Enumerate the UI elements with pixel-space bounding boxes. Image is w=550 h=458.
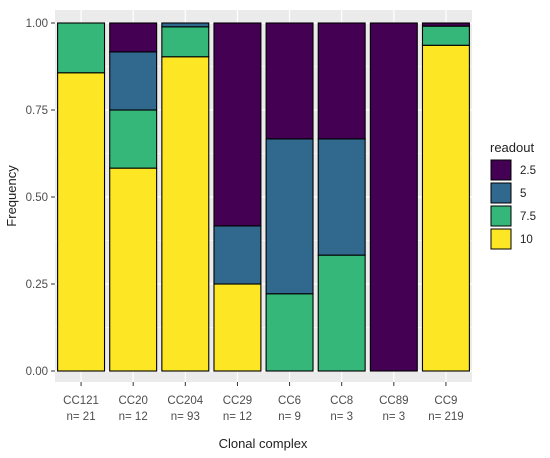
bar-segment-CC204-10 [161,56,210,372]
bar-segment-CC20-2.5 [109,22,158,53]
bar-segment-CC121-7.5 [57,22,106,74]
x-tick-count-label: n= 12 [223,411,252,423]
y-tick-label: 1.00 [26,18,48,30]
bar-segment-CC6-5 [265,138,314,295]
x-tick-count-label: n= 21 [67,411,96,423]
bar-segment-CC6-2.5 [265,22,314,140]
bar-segment-CC20-7.5 [109,109,158,169]
bar-segment-CC8-5 [317,138,366,256]
bar-segment-CC29-10 [213,283,262,372]
bar-segment-CC29-2.5 [213,22,262,227]
x-tick-label: CC29 [223,395,252,407]
x-tick-count-label: n= 12 [119,411,148,423]
bar-segment-CC9-10 [421,44,470,372]
legend-label-10: 10 [520,234,533,246]
x-tick-count-label: n= 9 [278,411,301,423]
bar-segment-CC8-7.5 [317,254,366,372]
x-tick-label: CC121 [63,395,99,407]
y-axis: 0.00 0.25 0.50 0.75 1.00 [26,18,55,378]
x-tick-label: CC20 [118,395,147,407]
bar-segment-CC89-2.5 [369,22,418,372]
y-tick-label: 0.00 [26,366,48,378]
bar-segment-CC8-2.5 [317,22,366,140]
legend-key-10 [490,228,512,250]
y-tick-label: 0.25 [26,279,48,291]
legend-label-5: 5 [520,188,526,200]
x-tick-label: CC89 [379,395,408,407]
bar-segment-CC204-7.5 [161,26,210,58]
x-tick-label: CC6 [278,395,301,407]
legend-title: readout [490,140,534,155]
bar-segment-CC29-5 [213,225,262,285]
bar-segment-CC6-7.5 [265,293,314,372]
bar-segment-CC20-5 [109,51,158,111]
legend-label-7.5: 7.5 [520,211,536,223]
bars [57,22,470,372]
x-tick-count-label: n= 219 [428,411,464,423]
x-tick-count-label: n= 93 [171,411,200,423]
x-tick-label: CC9 [434,395,457,407]
legend: readout 2.5 5 7.5 10 [490,140,536,250]
x-tick-count-label: n= 3 [330,411,353,423]
x-axis-title: Clonal complex [219,436,308,451]
legend-key-2.5 [490,159,512,181]
x-tick-label: CC204 [167,395,203,407]
x-axis: CC121 n= 21 CC20 n= 12 CC204 n= 93 CC29 n= 12 CC… [63,382,464,423]
legend-key-5 [490,182,512,204]
x-tick-count-label: n= 3 [382,411,405,423]
y-tick-label: 0.50 [26,192,48,204]
legend-label-2.5: 2.5 [520,165,536,177]
bar-segment-CC121-10 [57,72,106,372]
bar-segment-CC9-2.5 [421,22,470,27]
legend-key-7.5 [490,205,512,227]
bar-segment-CC9-7.5 [421,25,470,46]
bar-segment-CC20-10 [109,167,158,372]
bar-segment-CC204-5 [161,22,210,28]
x-tick-label: CC8 [330,395,353,407]
y-tick-label: 0.75 [26,105,48,117]
y-axis-title: Frequency [4,165,19,227]
